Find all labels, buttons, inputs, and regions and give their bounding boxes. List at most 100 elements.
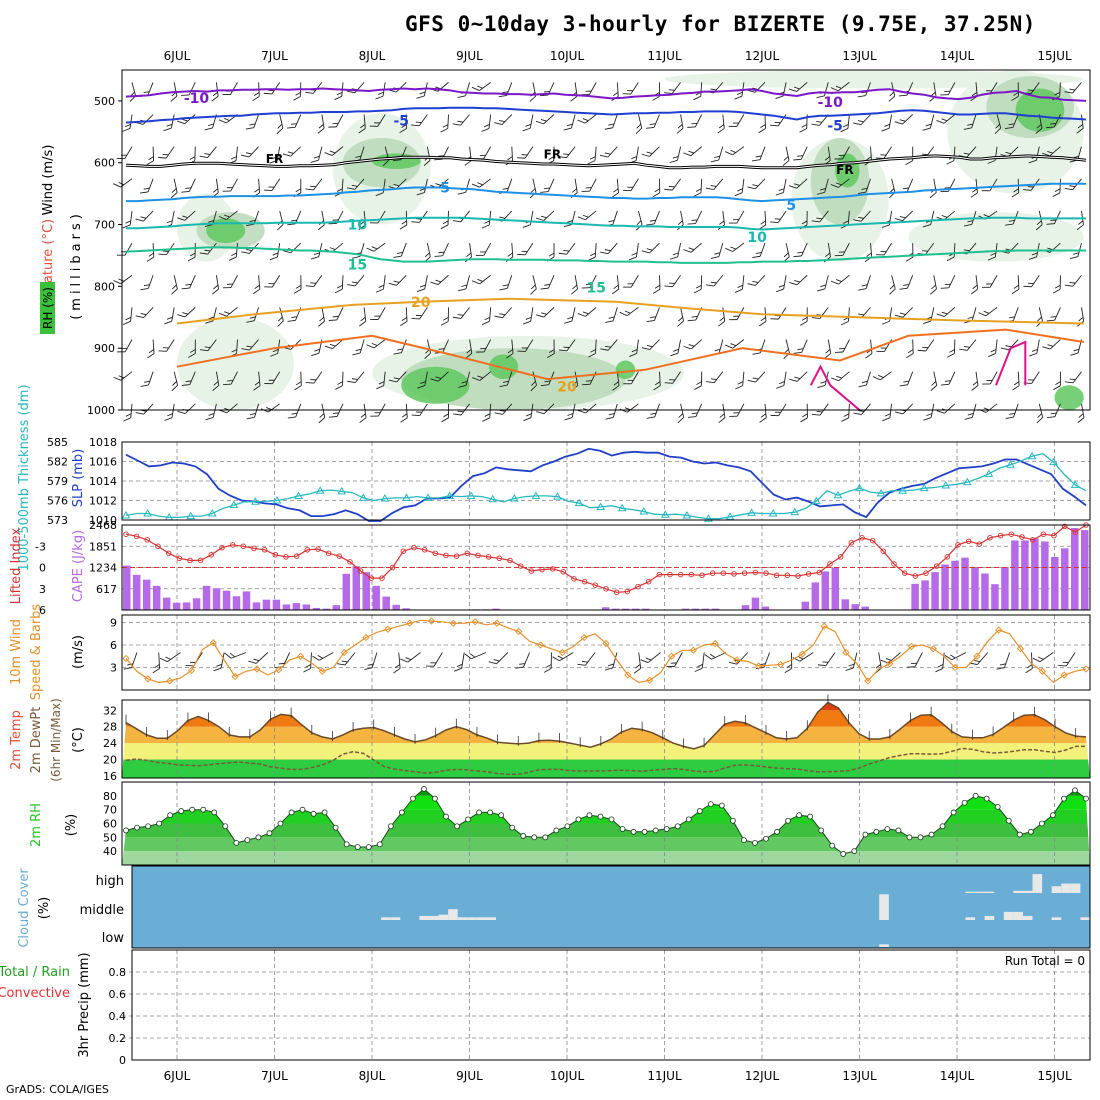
- cape-tick: 617: [96, 583, 117, 596]
- lifted-index-point: [827, 561, 833, 567]
- rh-point: [498, 812, 505, 819]
- thickness-point: [1049, 457, 1059, 466]
- date-label-top: 13JUL: [842, 49, 877, 63]
- wind-speed-point: [645, 676, 654, 684]
- wind-barb: [204, 210, 217, 227]
- date-label-bottom: 13JUL: [842, 1069, 877, 1083]
- temp-tick: 20: [103, 754, 117, 767]
- wind-barb: [1012, 371, 1020, 391]
- rh-point: [509, 824, 516, 831]
- lifted-index-point: [869, 537, 876, 544]
- wind-barb: [800, 403, 808, 423]
- wind-barb: [683, 242, 702, 253]
- rh-point: [685, 816, 692, 823]
- wind-barb: [558, 242, 576, 255]
- wind-barb: [277, 307, 284, 327]
- wind-barb: [940, 371, 956, 386]
- cloud-bar: [476, 917, 487, 920]
- rh-point: [1072, 787, 1078, 794]
- lifted-index-point: [144, 537, 151, 543]
- wind-barb: [218, 307, 238, 317]
- li-ylabel: Lifted Index: [9, 527, 24, 604]
- lifted-index-point: [368, 575, 375, 581]
- cape-bar: [342, 573, 351, 610]
- lifted-index-line: [125, 524, 1087, 593]
- wind-barb: [564, 307, 576, 324]
- wind-barb-10m: [1058, 652, 1076, 667]
- wind-barb: [947, 339, 956, 358]
- thickness-tick: 573: [47, 514, 68, 527]
- wind-barb-10m: [303, 652, 312, 673]
- wind-barb: [734, 178, 745, 197]
- lifted-index-point: [421, 547, 428, 553]
- cloud-bar: [486, 917, 497, 920]
- cape-bar: [132, 574, 141, 610]
- wind-barb: [122, 210, 133, 229]
- wind-speed-point: [929, 645, 937, 653]
- rh-point: [520, 833, 527, 839]
- wind-barb: [359, 403, 367, 423]
- wind-barb: [889, 275, 896, 295]
- wind-barb: [710, 146, 724, 163]
- thickness-point: [186, 511, 196, 520]
- thickness-point: [639, 507, 649, 515]
- cape-bar: [761, 606, 770, 610]
- panel-precip: 0 0.2 0.4 0.6 0.8 Run Total = 0 Total / Rain Co…: [0, 949, 1091, 1067]
- temp-band: [122, 743, 1090, 760]
- rh-point: [321, 809, 328, 816]
- wind-speed-point: [515, 627, 523, 636]
- wind-barb: [440, 307, 449, 326]
- wind-speed-point: [885, 660, 894, 668]
- thickness-point: [272, 496, 282, 504]
- cloud-bar: [879, 894, 889, 920]
- temp-band: [122, 702, 1090, 711]
- wind-barb-10m: [274, 652, 291, 669]
- wind-barb: [264, 178, 281, 191]
- date-label-bottom: 9JUL: [456, 1069, 483, 1083]
- slp-tick: 1014: [89, 475, 117, 488]
- isotherm-label: -10: [184, 91, 210, 107]
- thickness-point: [768, 509, 778, 517]
- lifted-index-point: [1051, 532, 1057, 539]
- date-label-bottom: 6JUL: [164, 1069, 191, 1083]
- wind-barb: [1064, 274, 1082, 287]
- cloud-bar: [1013, 911, 1023, 920]
- wind-barb: [725, 242, 745, 252]
- wind-barb: [1052, 275, 1061, 294]
- wind-barb-10m: [393, 652, 401, 674]
- wind-barb-10m: [666, 652, 683, 668]
- wind-barb: [830, 371, 850, 382]
- rh-point: [266, 830, 273, 837]
- cloud-bar: [1061, 883, 1071, 893]
- wind-barb: [789, 274, 808, 286]
- cape-bar: [272, 599, 281, 610]
- panel-lifted-cape: -3 0 3 6 617 1234 1851 2468 Lifted Index CAPE (J/…: [9, 519, 1091, 617]
- wind-barb: [830, 178, 850, 188]
- cape-bar: [1001, 566, 1009, 610]
- wind-barb: [587, 243, 597, 261]
- wind-barb: [1046, 114, 1061, 129]
- wind-barb: [328, 307, 344, 321]
- wind-barb: [472, 371, 491, 381]
- lifted-index-point: [912, 573, 919, 579]
- rh-point: [134, 824, 140, 831]
- wind-barb: [218, 210, 238, 220]
- cloud-bar: [1080, 917, 1090, 920]
- wind-barb: [564, 403, 576, 421]
- wind-barb: [664, 371, 681, 384]
- wind-barb: [793, 242, 808, 258]
- thickness-point: [402, 493, 411, 501]
- lifted-index-point: [325, 550, 332, 557]
- wind-barb: [988, 339, 998, 358]
- wind-barb: [1077, 403, 1085, 424]
- thickness-point: [207, 509, 217, 517]
- cloud-ylabel-units: (%): [37, 897, 52, 920]
- wind-barb-10m: [792, 652, 814, 662]
- thickness-tick: 579: [47, 475, 68, 488]
- wind-barb-10m: [426, 652, 443, 667]
- lifted-index-point: [848, 539, 855, 546]
- slp-line: [125, 447, 1087, 522]
- wind-speed-point: [187, 666, 196, 675]
- rh-point: [729, 817, 736, 824]
- wind-barb: [1046, 307, 1061, 322]
